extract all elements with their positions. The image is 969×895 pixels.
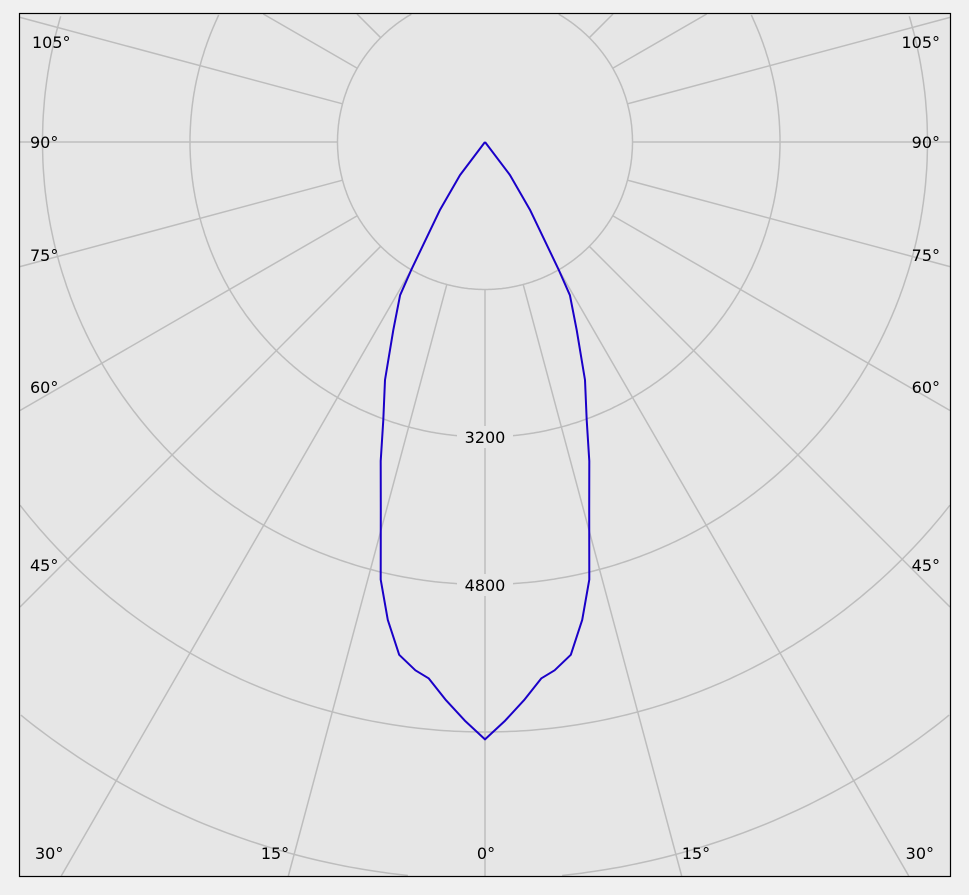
grid-spoke-345 (287, 284, 448, 877)
angle-labels-right: 105° 90° 75° 60° 45° 30° (901, 33, 940, 863)
plot-frame (18, 12, 952, 878)
angle-label: 105° (901, 33, 940, 52)
grid-spoke-30 (558, 269, 910, 877)
angle-label: 105° (32, 33, 71, 52)
series-line-0 (379, 141, 591, 741)
grid-spoke-330 (60, 269, 412, 877)
grid-circle-6400 (19, 504, 485, 733)
grid-spoke-15 (522, 284, 683, 877)
grid-spoke-240 (262, 13, 358, 69)
angle-label: 30° (906, 844, 934, 863)
grid-spoke-75 (627, 179, 951, 268)
grid-circle-3200 (189, 14, 485, 438)
grid-spoke-105 (627, 16, 951, 105)
angle-label: 45° (912, 556, 940, 575)
grid-spoke-285 (19, 179, 343, 268)
angle-label: 45° (30, 556, 58, 575)
grid-spoke-135 (588, 13, 614, 39)
angle-label: 60° (30, 378, 58, 397)
grid-spoke-45 (588, 245, 951, 608)
grid-spoke-225 (356, 13, 382, 39)
grid-circle-3200 (485, 14, 781, 438)
angle-label: 90° (912, 133, 940, 152)
grid-circle-8000 (20, 714, 408, 877)
angle-label: 30° (35, 844, 63, 863)
angle-labels-left: 105° 90° 75° 60° 45° 30° (30, 33, 71, 863)
grid-circle-4800 (485, 16, 929, 586)
radial-labels: 3200 4800 (457, 426, 513, 596)
radial-label-4800: 4800 (465, 576, 506, 595)
grid-circle-8000 (562, 714, 950, 877)
angle-label: 15° (682, 844, 710, 863)
angle-label: 60° (912, 378, 940, 397)
grid-circle-4800 (41, 16, 485, 586)
radial-label-3200: 3200 (465, 428, 506, 447)
grid-spoke-120 (612, 13, 708, 69)
series (379, 141, 591, 741)
angle-labels-bottom: 15° 0° 15° (261, 844, 710, 863)
grid-spoke-255 (19, 16, 343, 105)
grid-spoke-315 (19, 245, 382, 608)
angle-label: 0° (477, 844, 495, 863)
angle-label: 75° (30, 246, 58, 265)
grid-spoke-60 (612, 215, 951, 412)
angle-label: 90° (30, 133, 58, 152)
grid-spoke-300 (19, 215, 358, 412)
angle-label: 75° (912, 246, 940, 265)
angle-label: 15° (261, 844, 289, 863)
grid-circle-6400 (485, 504, 951, 733)
